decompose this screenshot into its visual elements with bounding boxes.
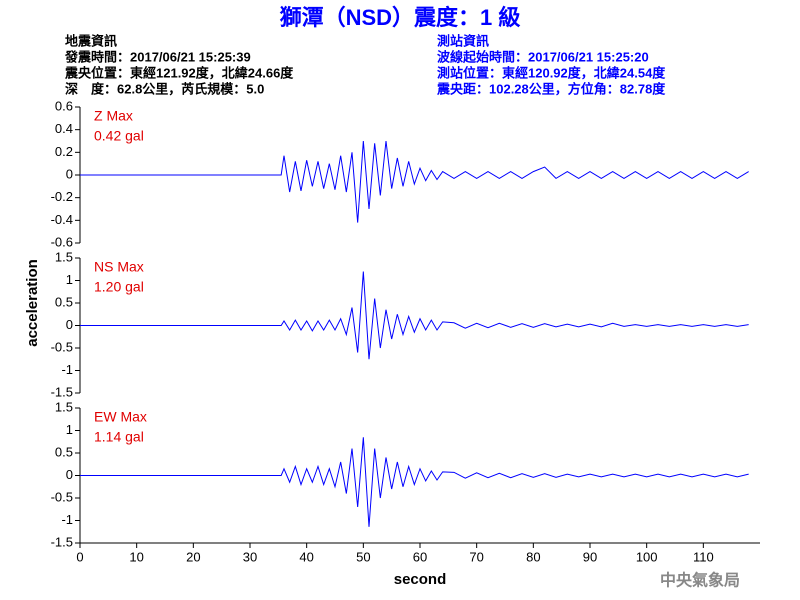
- y-tick-label: 0.6: [55, 98, 73, 113]
- y-tick-label: -1: [61, 362, 73, 377]
- info-left: 地震資訊: [65, 33, 117, 48]
- y-tick-label: 0.5: [55, 294, 73, 309]
- waveform: [80, 140, 749, 223]
- x-tick-label: 80: [526, 549, 540, 564]
- info-right: 震央距：102.28公里，方位角：82.78度: [436, 81, 666, 96]
- y-tick-label: -0.2: [51, 189, 73, 204]
- y-tick-label: 0: [66, 166, 73, 181]
- y-tick-label: -0.5: [51, 339, 73, 354]
- y-tick-label: -1.5: [51, 384, 73, 399]
- y-tick-label: -0.5: [51, 489, 73, 504]
- info-right: 測站位置：東經120.92度，北緯24.54度: [437, 65, 666, 80]
- info-left: 震央位置：東經121.92度，北緯24.66度: [64, 65, 294, 80]
- waveform: [80, 437, 749, 527]
- y-tick-label: 0: [66, 317, 73, 332]
- waveform: [80, 271, 749, 360]
- panel-annotation: 1.20 gal: [94, 279, 144, 295]
- info-left: 深 度：62.8公里，芮氏規模：5.0: [65, 81, 264, 96]
- x-tick-label: 110: [693, 549, 714, 564]
- info-right: 測站資訊: [437, 33, 489, 48]
- y-tick-label: 1.5: [55, 399, 73, 414]
- y-tick-label: 0.5: [55, 444, 73, 459]
- x-tick-label: 20: [186, 549, 200, 564]
- y-tick-label: 0: [66, 467, 73, 482]
- x-tick-label: 90: [583, 549, 597, 564]
- title: 獅潭（NSD）震度：1 級: [280, 5, 521, 30]
- x-tick-label: 40: [299, 549, 313, 564]
- y-tick-label: -0.6: [51, 234, 73, 249]
- panel-annotation: 0.42 gal: [94, 128, 144, 144]
- y-tick-label: -1.5: [51, 534, 73, 549]
- y-tick-label: 1: [66, 272, 73, 287]
- x-tick-label: 70: [469, 549, 483, 564]
- panel-title: NS Max: [94, 259, 144, 275]
- y-tick-label: 1.5: [55, 249, 73, 264]
- x-tick-label: 60: [413, 549, 427, 564]
- y-axis-label: acceleration: [24, 259, 41, 347]
- x-tick-label: 30: [243, 549, 257, 564]
- y-tick-label: 1: [66, 422, 73, 437]
- footer: 中央氣象局: [660, 571, 740, 590]
- info-left: 發震時間：2017/06/21 15:25:39: [64, 49, 251, 64]
- x-tick-label: 0: [76, 549, 83, 564]
- info-right: 波線起始時間：2017/06/21 15:25:20: [437, 49, 649, 64]
- y-tick-label: -1: [61, 512, 73, 527]
- y-tick-label: 0.4: [55, 121, 73, 136]
- panel-title: Z Max: [94, 108, 133, 124]
- panel-annotation: 1.14 gal: [94, 429, 144, 445]
- panel-title: EW Max: [94, 409, 147, 425]
- y-tick-label: 0.2: [55, 144, 73, 159]
- x-tick-label: 50: [356, 549, 370, 564]
- x-axis-label: second: [394, 571, 447, 588]
- x-tick-label: 100: [636, 549, 658, 564]
- x-tick-label: 10: [129, 549, 143, 564]
- y-tick-label: -0.4: [51, 212, 73, 227]
